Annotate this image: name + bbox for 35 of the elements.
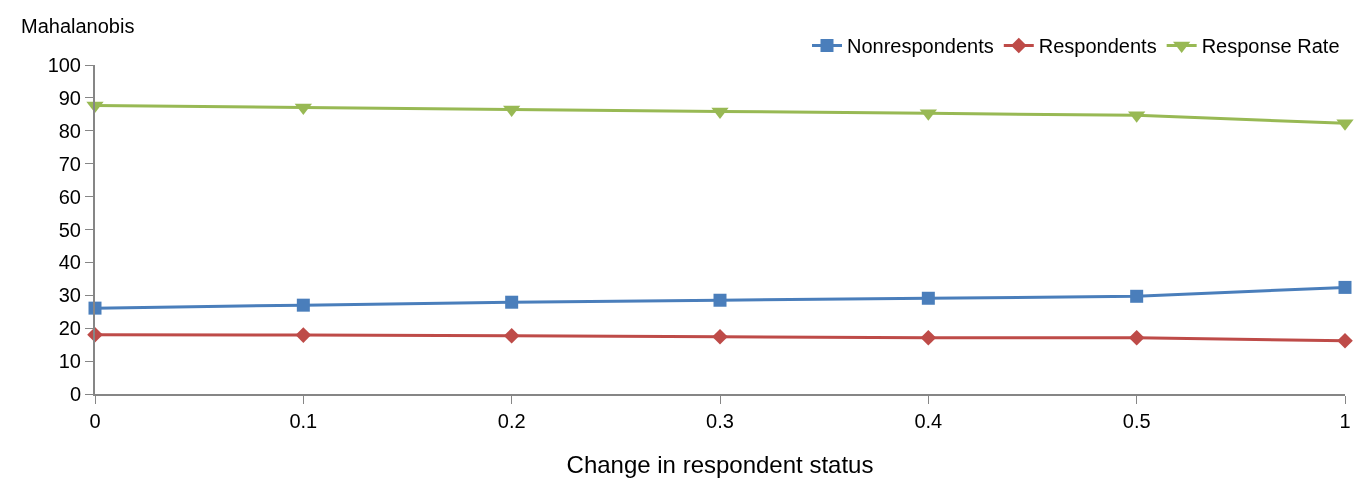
y-tick-label: 0 bbox=[69, 383, 81, 405]
point bbox=[1128, 329, 1145, 346]
x-tick-label: 0.3 bbox=[706, 410, 734, 432]
x-tick-label: 1 bbox=[1339, 410, 1351, 432]
point bbox=[712, 328, 728, 345]
y-tick-label: 10 bbox=[58, 350, 81, 373]
point bbox=[920, 329, 937, 346]
y-tick-label: 70 bbox=[58, 152, 81, 175]
point bbox=[921, 291, 935, 305]
y-tick-label: 60 bbox=[58, 185, 81, 208]
legend-label: Nonrespondents bbox=[847, 35, 994, 58]
point bbox=[503, 327, 520, 344]
x-tick-label: 0.4 bbox=[914, 410, 943, 432]
y-tick-label: 40 bbox=[58, 251, 81, 274]
y-tick-label: 30 bbox=[58, 284, 81, 307]
x-tick-label: 0.1 bbox=[289, 410, 318, 432]
point bbox=[296, 298, 310, 312]
legend-label: Response Rate bbox=[1201, 35, 1340, 58]
x-axis-title: Change in respondent status bbox=[566, 450, 874, 478]
x-tick-label: 0 bbox=[89, 410, 101, 432]
y-tick-label: 50 bbox=[58, 218, 81, 241]
y-tick-label: 20 bbox=[58, 317, 81, 340]
x-tick-label: 0.5 bbox=[1122, 410, 1151, 432]
y-tick-label: 90 bbox=[58, 86, 81, 109]
y-tick-label: 80 bbox=[58, 119, 81, 142]
legend-label: Respondents bbox=[1038, 35, 1157, 58]
point bbox=[1338, 280, 1352, 294]
point bbox=[295, 327, 312, 343]
y-tick-label: 100 bbox=[47, 54, 81, 76]
y-axis-title: Mahalanobis bbox=[21, 15, 135, 37]
point bbox=[1337, 332, 1353, 349]
point bbox=[1130, 289, 1144, 303]
point bbox=[505, 295, 519, 309]
point bbox=[713, 293, 727, 307]
x-tick-label: 0.2 bbox=[497, 410, 526, 432]
